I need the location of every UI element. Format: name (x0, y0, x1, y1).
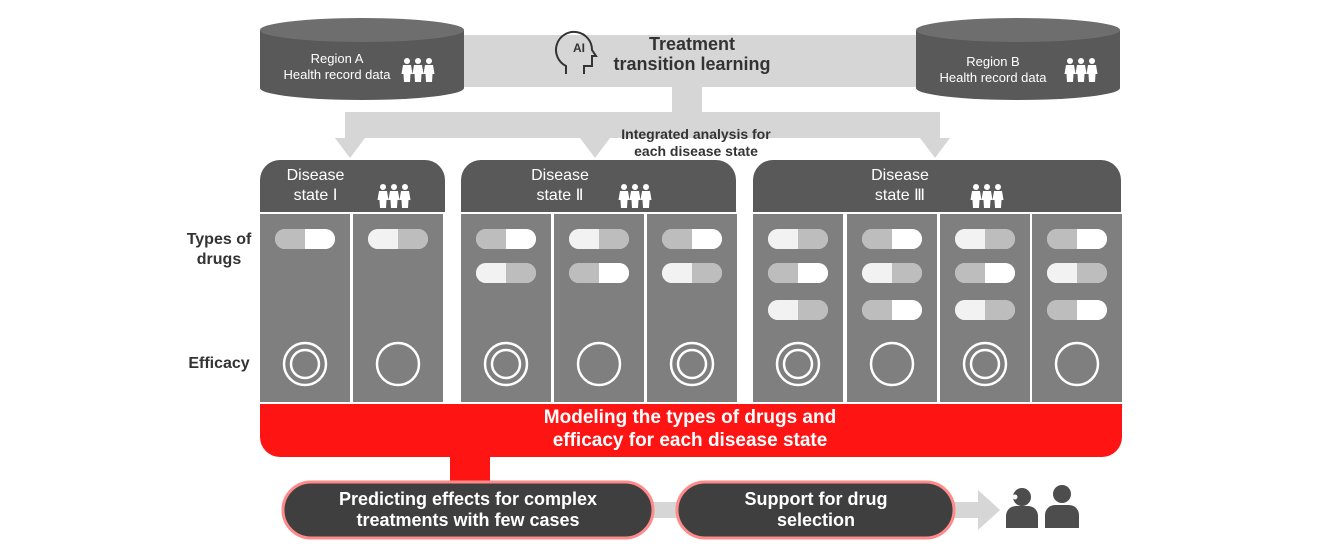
doctor-icon (1006, 488, 1038, 528)
support-pill (675, 480, 956, 540)
state-3-line1: Disease (871, 167, 929, 184)
capsule-icon (955, 229, 1015, 249)
capsule-icon (569, 263, 629, 283)
single-circle-icon (869, 341, 915, 387)
integrated-label: Integrated analysis for each disease sta… (596, 126, 796, 160)
connection-band (440, 35, 920, 87)
arrow-down-2 (580, 138, 610, 158)
center-connector (672, 85, 702, 115)
single-circle-icon (576, 341, 622, 387)
double-circle-icon (962, 341, 1008, 387)
efficacy-label: Efficacy (188, 355, 250, 372)
capsule-icon (662, 263, 722, 283)
capsule-icon (662, 229, 722, 249)
state-header-3 (753, 160, 1121, 212)
integrated-line2: each disease state (634, 143, 758, 159)
capsule-icon (569, 229, 629, 249)
support-line2: selection (776, 510, 856, 530)
predicting-pill (281, 480, 655, 540)
modeling-line2: efficacy for each disease state (552, 430, 828, 451)
double-circle-icon (775, 341, 821, 387)
capsule-icon (1047, 229, 1107, 249)
region-a-sub: Health record data (283, 67, 391, 82)
types-line2: drugs (196, 251, 242, 268)
region-b-label: Region B Health record data (918, 54, 1068, 86)
patient-icon (1045, 485, 1079, 528)
predicting-label: Predicting effects for complex treatment… (290, 489, 646, 531)
types-label: Types of drugs (178, 230, 260, 270)
arrow-down-3 (920, 138, 950, 158)
single-circle-icon (375, 341, 421, 387)
predicting-line2: treatments with few cases (356, 510, 580, 530)
state-1-line1: Disease (286, 167, 345, 184)
capsule-icon (476, 229, 536, 249)
capsule-icon (862, 300, 922, 320)
capsule-icon (955, 300, 1015, 320)
flow-connector (650, 502, 682, 518)
modeling-label: Modeling the types of drugs and efficacy… (460, 406, 920, 452)
double-circle-icon (483, 341, 529, 387)
region-a-name: Region A (310, 51, 364, 66)
state-3-line2: state Ⅲ (874, 187, 926, 204)
state-header-2 (461, 160, 736, 212)
modeling-bar (260, 404, 1122, 457)
predicting-line1: Predicting effects for complex (338, 489, 598, 509)
capsule-icon (368, 229, 428, 249)
modeling-connector (450, 455, 490, 485)
region-a-label: Region A Health record data (262, 51, 412, 83)
modeling-line1: Modeling the types of drugs and (543, 407, 837, 428)
database-region-b (916, 18, 1120, 100)
state-2-line1: Disease (531, 167, 589, 184)
people-icon-state-2 (619, 184, 652, 208)
people-icon-state-1 (378, 184, 411, 208)
capsule-icon (768, 229, 828, 249)
people-icon-state-3 (971, 184, 1004, 208)
state-1-line2: state Ⅰ (293, 187, 338, 204)
state-2-label: Disease state Ⅱ (510, 166, 610, 206)
ai-label: AI (573, 41, 585, 55)
capsule-icon (768, 263, 828, 283)
arrow-down-1 (335, 138, 365, 158)
arrow-shaft (950, 502, 980, 518)
state-1-label: Disease state Ⅰ (268, 166, 363, 206)
single-circle-icon (1054, 341, 1100, 387)
capsule-icon (1047, 263, 1107, 283)
support-line1: Support for drug (744, 489, 888, 509)
capsule-icon (476, 263, 536, 283)
capsule-icon (275, 229, 335, 249)
double-circle-icon (669, 341, 715, 387)
center-title: Treatment transition learning (596, 34, 788, 74)
capsule-icon (862, 263, 922, 283)
types-line1: Types of (186, 231, 252, 248)
ai-head-icon (555, 30, 598, 74)
double-circle-icon (282, 341, 328, 387)
region-b-sub: Health record data (939, 70, 1047, 85)
state-2-line2: state Ⅱ (536, 187, 584, 204)
center-title-line1: Treatment (648, 34, 736, 54)
capsule-icon (768, 300, 828, 320)
capsule-icon (955, 263, 1015, 283)
state-3-label: Disease state Ⅲ (850, 166, 950, 206)
region-b-name: Region B (966, 54, 1020, 69)
distribution-bar (345, 112, 940, 138)
capsule-icon (1047, 300, 1107, 320)
database-region-a (260, 18, 464, 100)
integrated-line1: Integrated analysis for (621, 126, 771, 142)
capsule-icon (862, 229, 922, 249)
center-title-line2: transition learning (613, 54, 771, 74)
arrow-right-icon (978, 490, 1000, 530)
support-label: Support for drug selection (690, 489, 942, 531)
